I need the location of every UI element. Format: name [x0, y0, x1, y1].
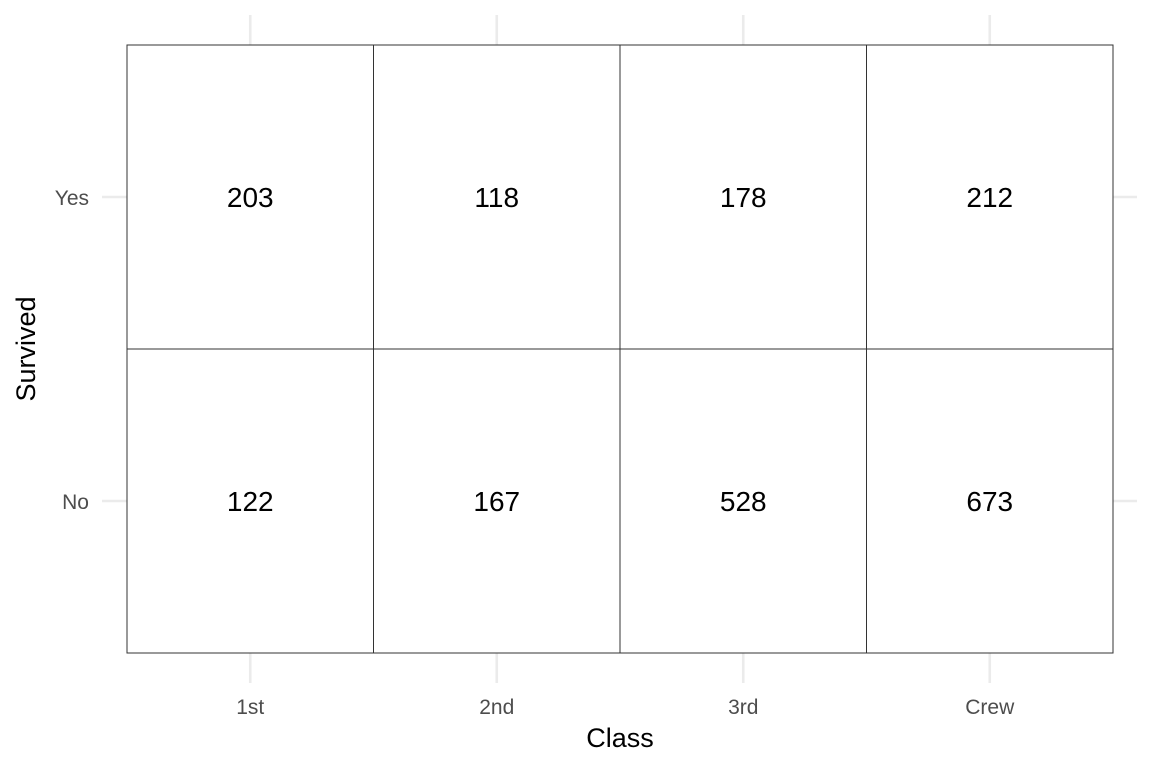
y-tick-label: No: [62, 491, 89, 514]
x-axis-title: Class: [586, 723, 654, 753]
cells: [126, 44, 1114, 654]
cell-1st-yes: [126, 44, 374, 350]
x-tick-label: 1st: [236, 696, 264, 719]
cell-value-label: 118: [474, 182, 519, 213]
x-tick-label: 2nd: [479, 696, 514, 719]
cell-1st-no: [126, 348, 374, 654]
cell-labels: 203 118 178 212 122 167 528 673: [227, 182, 1013, 517]
cell-value-label: 203: [227, 182, 274, 213]
x-tick-label: 3rd: [728, 696, 758, 719]
cell-value-label: 178: [720, 182, 767, 213]
cell-crew-yes: [866, 44, 1114, 350]
cell-3rd-yes: [619, 44, 867, 350]
y-tick-labels: Yes No: [55, 187, 89, 514]
y-axis-title: Survived: [11, 296, 41, 401]
cell-crew-no: [866, 348, 1114, 654]
cell-value-label: 167: [473, 486, 520, 517]
cell-value-label: 673: [966, 486, 1013, 517]
x-tick-label: Crew: [965, 696, 1015, 719]
cell-2nd-no: [373, 348, 621, 654]
cell-value-label: 212: [966, 182, 1013, 213]
x-tick-labels: 1st 2nd 3rd Crew: [236, 696, 1015, 719]
cell-value-label: 122: [227, 486, 274, 517]
y-tick-label: Yes: [55, 187, 89, 210]
cell-value-label: 528: [720, 486, 767, 517]
cell-3rd-no: [619, 348, 867, 654]
